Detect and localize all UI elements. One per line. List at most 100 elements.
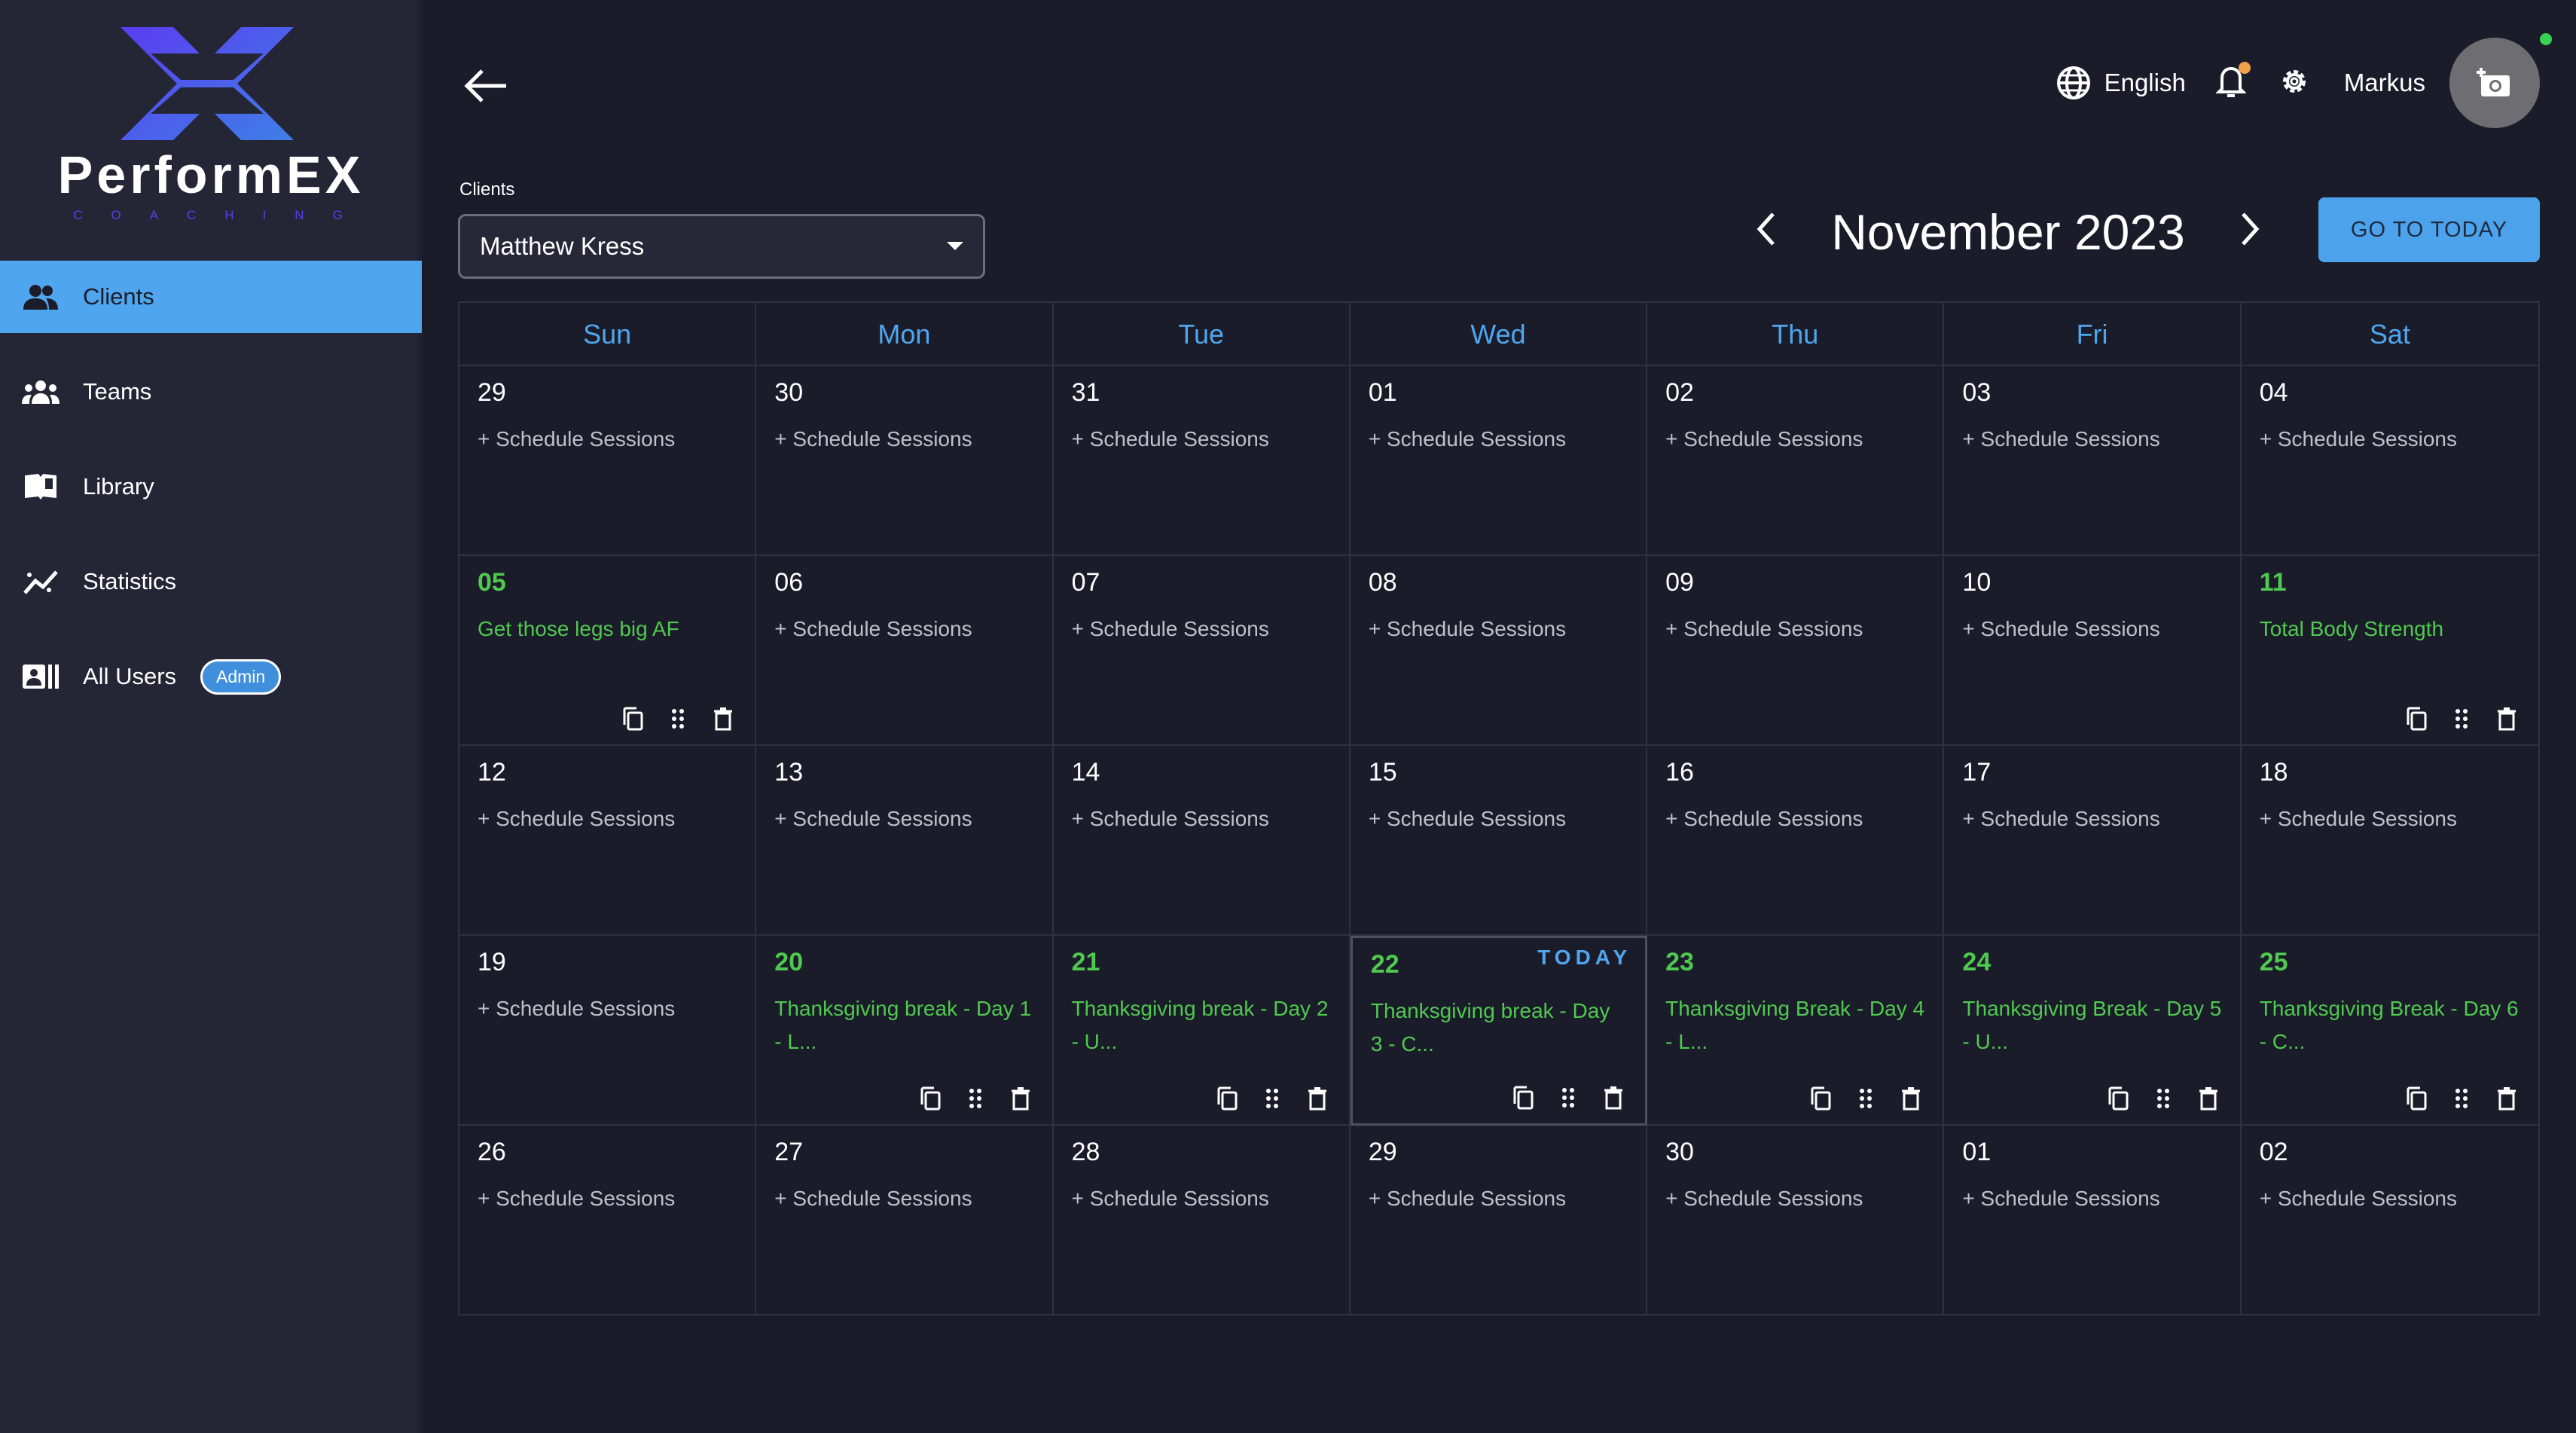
schedule-sessions-link[interactable]: + Schedule Sessions <box>1665 617 1863 640</box>
session-title[interactable]: Thanksgiving Break - Day 6 - C... <box>2259 997 2519 1053</box>
notifications-button[interactable] <box>2214 61 2251 102</box>
schedule-sessions-link[interactable]: + Schedule Sessions <box>1368 427 1567 451</box>
schedule-sessions-link[interactable]: + Schedule Sessions <box>1962 1187 2160 1210</box>
schedule-sessions-link[interactable]: + Schedule Sessions <box>1665 427 1863 451</box>
copy-icon[interactable] <box>917 1085 944 1112</box>
back-button[interactable] <box>462 62 511 110</box>
calendar-day-cell[interactable]: 01 + Schedule Sessions <box>1944 1126 2242 1315</box>
calendar-day-cell[interactable]: 19 + Schedule Sessions <box>459 936 757 1126</box>
session-title[interactable]: Thanksgiving Break - Day 4 - L... <box>1665 997 1925 1053</box>
drag-handle-icon[interactable] <box>2448 705 2475 732</box>
session-title[interactable]: Thanksgiving break - Day 3 - C... <box>1370 999 1610 1056</box>
calendar-day-cell[interactable]: 12 + Schedule Sessions <box>459 746 757 936</box>
calendar-day-cell[interactable]: 15 + Schedule Sessions <box>1350 746 1648 936</box>
schedule-sessions-link[interactable]: + Schedule Sessions <box>2259 1187 2457 1210</box>
calendar-day-cell[interactable]: 05 Get those legs big AF <box>459 556 757 746</box>
schedule-sessions-link[interactable]: + Schedule Sessions <box>478 807 676 830</box>
calendar-day-cell[interactable]: 21 Thanksgiving break - Day 2 - U... <box>1053 936 1351 1126</box>
calendar-day-cell[interactable]: 04 + Schedule Sessions <box>2241 366 2538 556</box>
session-title[interactable]: Get those legs big AF <box>478 617 679 640</box>
copy-icon[interactable] <box>2104 1085 2132 1112</box>
settings-button[interactable] <box>2278 65 2311 102</box>
schedule-sessions-link[interactable]: + Schedule Sessions <box>1368 807 1567 830</box>
schedule-sessions-link[interactable]: + Schedule Sessions <box>1071 1187 1269 1210</box>
schedule-sessions-link[interactable]: + Schedule Sessions <box>1071 617 1269 640</box>
calendar-day-cell[interactable]: 11 Total Body Strength <box>2241 556 2538 746</box>
schedule-sessions-link[interactable]: + Schedule Sessions <box>1071 807 1269 830</box>
calendar-day-cell[interactable]: 14 + Schedule Sessions <box>1053 746 1351 936</box>
next-month-button[interactable] <box>2234 209 2264 252</box>
calendar-day-cell[interactable]: 23 Thanksgiving Break - Day 4 - L... <box>1647 936 1945 1126</box>
drag-handle-icon[interactable] <box>1852 1085 1879 1112</box>
schedule-sessions-link[interactable]: + Schedule Sessions <box>774 427 972 451</box>
calendar-day-cell[interactable]: 08 + Schedule Sessions <box>1350 556 1648 746</box>
schedule-sessions-link[interactable]: + Schedule Sessions <box>478 997 676 1020</box>
calendar-day-cell[interactable]: 24 Thanksgiving Break - Day 5 - U... <box>1944 936 2242 1126</box>
client-select[interactable]: Matthew Kress <box>458 214 985 279</box>
copy-icon[interactable] <box>2403 1085 2430 1112</box>
calendar-day-cell[interactable]: 13 + Schedule Sessions <box>756 746 1054 936</box>
sidebar-item-clients[interactable]: Clients <box>0 261 422 333</box>
trash-icon[interactable] <box>1304 1085 1331 1112</box>
drag-handle-icon[interactable] <box>962 1085 989 1112</box>
calendar-day-cell[interactable]: 27 + Schedule Sessions <box>756 1126 1054 1315</box>
trash-icon[interactable] <box>2493 705 2520 732</box>
calendar-day-cell[interactable]: 29 + Schedule Sessions <box>1350 1126 1648 1315</box>
trash-icon[interactable] <box>2195 1085 2222 1112</box>
avatar[interactable] <box>2449 33 2552 128</box>
drag-handle-icon[interactable] <box>2150 1085 2177 1112</box>
session-title[interactable]: Thanksgiving break - Day 1 - L... <box>774 997 1032 1053</box>
trash-icon[interactable] <box>2493 1085 2520 1112</box>
schedule-sessions-link[interactable]: + Schedule Sessions <box>1962 617 2160 640</box>
copy-icon[interactable] <box>1807 1085 1834 1112</box>
schedule-sessions-link[interactable]: + Schedule Sessions <box>1665 1187 1863 1210</box>
calendar-day-cell[interactable]: 10 + Schedule Sessions <box>1944 556 2242 746</box>
calendar-day-cell[interactable]: 28 + Schedule Sessions <box>1053 1126 1351 1315</box>
sidebar-item-all-users[interactable]: All Users Admin <box>0 640 422 713</box>
schedule-sessions-link[interactable]: + Schedule Sessions <box>774 617 972 640</box>
calendar-day-cell[interactable]: 26 + Schedule Sessions <box>459 1126 757 1315</box>
calendar-day-cell[interactable]: 20 Thanksgiving break - Day 1 - L... <box>756 936 1054 1126</box>
calendar-day-cell[interactable]: 03 + Schedule Sessions <box>1944 366 2242 556</box>
schedule-sessions-link[interactable]: + Schedule Sessions <box>1962 807 2160 830</box>
session-title[interactable]: Thanksgiving Break - Day 5 - U... <box>1962 997 2222 1053</box>
calendar-day-cell[interactable]: 07 + Schedule Sessions <box>1053 556 1351 746</box>
go-to-today-button[interactable]: GO TO TODAY <box>2318 197 2540 262</box>
schedule-sessions-link[interactable]: + Schedule Sessions <box>478 427 676 451</box>
sidebar-item-library[interactable]: Library <box>0 451 422 523</box>
copy-icon[interactable] <box>619 705 646 732</box>
schedule-sessions-link[interactable]: + Schedule Sessions <box>478 1187 676 1210</box>
drag-handle-icon[interactable] <box>2448 1085 2475 1112</box>
trash-icon[interactable] <box>1600 1084 1627 1111</box>
calendar-day-cell[interactable]: 18 + Schedule Sessions <box>2241 746 2538 936</box>
trash-icon[interactable] <box>710 705 737 732</box>
calendar-day-cell[interactable]: 30 + Schedule Sessions <box>1647 1126 1945 1315</box>
trash-icon[interactable] <box>1897 1085 1924 1112</box>
session-title[interactable]: Total Body Strength <box>2259 617 2444 640</box>
copy-icon[interactable] <box>2403 705 2430 732</box>
sidebar-item-statistics[interactable]: Statistics <box>0 545 422 618</box>
schedule-sessions-link[interactable]: + Schedule Sessions <box>774 807 972 830</box>
calendar-day-cell[interactable]: 02 + Schedule Sessions <box>2241 1126 2538 1315</box>
calendar-day-cell[interactable]: 30 + Schedule Sessions <box>756 366 1054 556</box>
sidebar-item-teams[interactable]: Teams <box>0 356 422 428</box>
prev-month-button[interactable] <box>1752 209 1782 252</box>
schedule-sessions-link[interactable]: + Schedule Sessions <box>1071 427 1269 451</box>
schedule-sessions-link[interactable]: + Schedule Sessions <box>1665 807 1863 830</box>
drag-handle-icon[interactable] <box>664 705 691 732</box>
calendar-day-cell[interactable]: 09 + Schedule Sessions <box>1647 556 1945 746</box>
trash-icon[interactable] <box>1007 1085 1034 1112</box>
copy-icon[interactable] <box>1509 1084 1537 1111</box>
calendar-day-cell-today[interactable]: 22 TODAY Thanksgiving break - Day 3 - C... <box>1350 936 1648 1126</box>
copy-icon[interactable] <box>1213 1085 1241 1112</box>
calendar-day-cell[interactable]: 25 Thanksgiving Break - Day 6 - C... <box>2241 936 2538 1126</box>
calendar-day-cell[interactable]: 17 + Schedule Sessions <box>1944 746 2242 936</box>
calendar-day-cell[interactable]: 16 + Schedule Sessions <box>1647 746 1945 936</box>
schedule-sessions-link[interactable]: + Schedule Sessions <box>2259 427 2457 451</box>
schedule-sessions-link[interactable]: + Schedule Sessions <box>2259 807 2457 830</box>
language-selector[interactable]: English <box>2056 66 2186 100</box>
calendar-day-cell[interactable]: 31 + Schedule Sessions <box>1053 366 1351 556</box>
drag-handle-icon[interactable] <box>1555 1084 1582 1111</box>
session-title[interactable]: Thanksgiving break - Day 2 - U... <box>1071 997 1329 1053</box>
schedule-sessions-link[interactable]: + Schedule Sessions <box>1368 617 1567 640</box>
